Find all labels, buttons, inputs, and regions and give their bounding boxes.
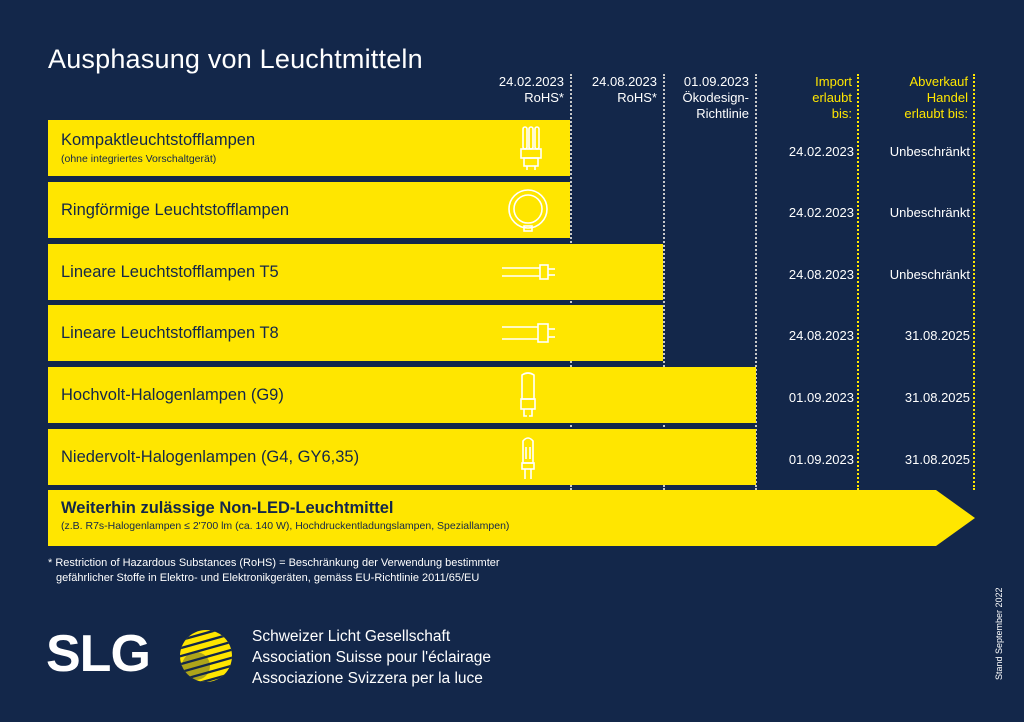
page-title: Ausphasung von Leuchtmitteln: [48, 44, 423, 74]
import-date: 24.02.2023: [788, 144, 854, 159]
sale-date: Unbeschränkt: [889, 267, 970, 282]
lamp-name: Lineare Leuchtstofflampen T8: [61, 324, 279, 342]
column-header-import: Import erlaubt bis:: [812, 74, 852, 121]
phaseout-bar-t8: Lineare Leuchtstofflampen T8: [48, 305, 663, 361]
column-header-rohs-1: 24.02.2023 RoHS*: [498, 74, 564, 105]
phaseout-bar-compact: Kompaktleuchtstofflampen (ohne integrier…: [48, 120, 570, 176]
t5-tube-icon: [502, 264, 555, 280]
logo-text: SLG: [46, 625, 151, 683]
divider-line: [857, 74, 859, 490]
import-date: 24.02.2023: [788, 205, 854, 220]
organization-names: Schweizer Licht Gesellschaft Association…: [252, 628, 492, 687]
divider-line: [755, 74, 757, 490]
g4-halogen-icon: [521, 437, 535, 479]
t8-tube-icon: [502, 323, 555, 343]
import-date: 01.09.2023: [788, 452, 854, 467]
lamp-name: Ringförmige Leuchtstofflampen: [61, 201, 290, 219]
import-date: 01.09.2023: [788, 390, 854, 405]
import-date: 24.08.2023: [788, 267, 854, 282]
sale-date: Unbeschränkt: [889, 205, 970, 220]
column-header-rohs-2: 24.08.2023 RoHS*: [591, 74, 657, 105]
lamp-name: Niedervolt-Halogenlampen (G4, GY6,35): [61, 448, 360, 466]
lamp-name: Hochvolt-Halogenlampen (G9): [61, 386, 284, 404]
g9-halogen-icon: [520, 372, 536, 417]
phaseout-bar-ring: Ringförmige Leuchtstofflampen: [48, 182, 570, 238]
phaseout-bar-t5: Lineare Leuchtstofflampen T5: [48, 244, 663, 300]
sale-date: 31.08.2025: [904, 452, 970, 467]
divider-line: [973, 74, 975, 490]
column-header-sale: Abverkauf Handel erlaubt bis:: [904, 74, 968, 121]
phaseout-bar-g4: Niedervolt-Halogenlampen (G4, GY6,35): [48, 429, 756, 485]
divider-line: [663, 74, 665, 490]
allowed-title: Weiterhin zulässige Non-LED-Leuchtmittel: [61, 499, 394, 517]
sale-date: 31.08.2025: [904, 390, 970, 405]
lamp-name: Lineare Leuchtstofflampen T5: [61, 263, 279, 281]
sale-date: Unbeschränkt: [889, 144, 970, 159]
import-date: 24.08.2023: [788, 328, 854, 343]
footnote: * Restriction of Hazardous Substances (R…: [48, 557, 500, 584]
phaseout-bar-g9: Hochvolt-Halogenlampen (G9): [48, 367, 756, 423]
compact-lamp-icon: [520, 126, 542, 170]
lamp-note: (ohne integriertes Vorschaltgerät): [61, 153, 217, 165]
sale-date: 31.08.2025: [904, 328, 970, 343]
ring-lamp-icon: [508, 189, 548, 232]
column-header-ecodesign: 01.09.2023 Ökodesign- Richtlinie: [682, 74, 749, 121]
allowed-note: (z.B. R7s-Halogenlampen ≤ 2'700 lm (ca. …: [61, 520, 510, 532]
logo-sun-icon: [180, 630, 232, 682]
lamp-name: Kompaktleuchtstofflampen: [61, 131, 256, 149]
allowed-arrow: [48, 490, 975, 546]
stand-date: Stand September 2022: [994, 587, 1004, 680]
